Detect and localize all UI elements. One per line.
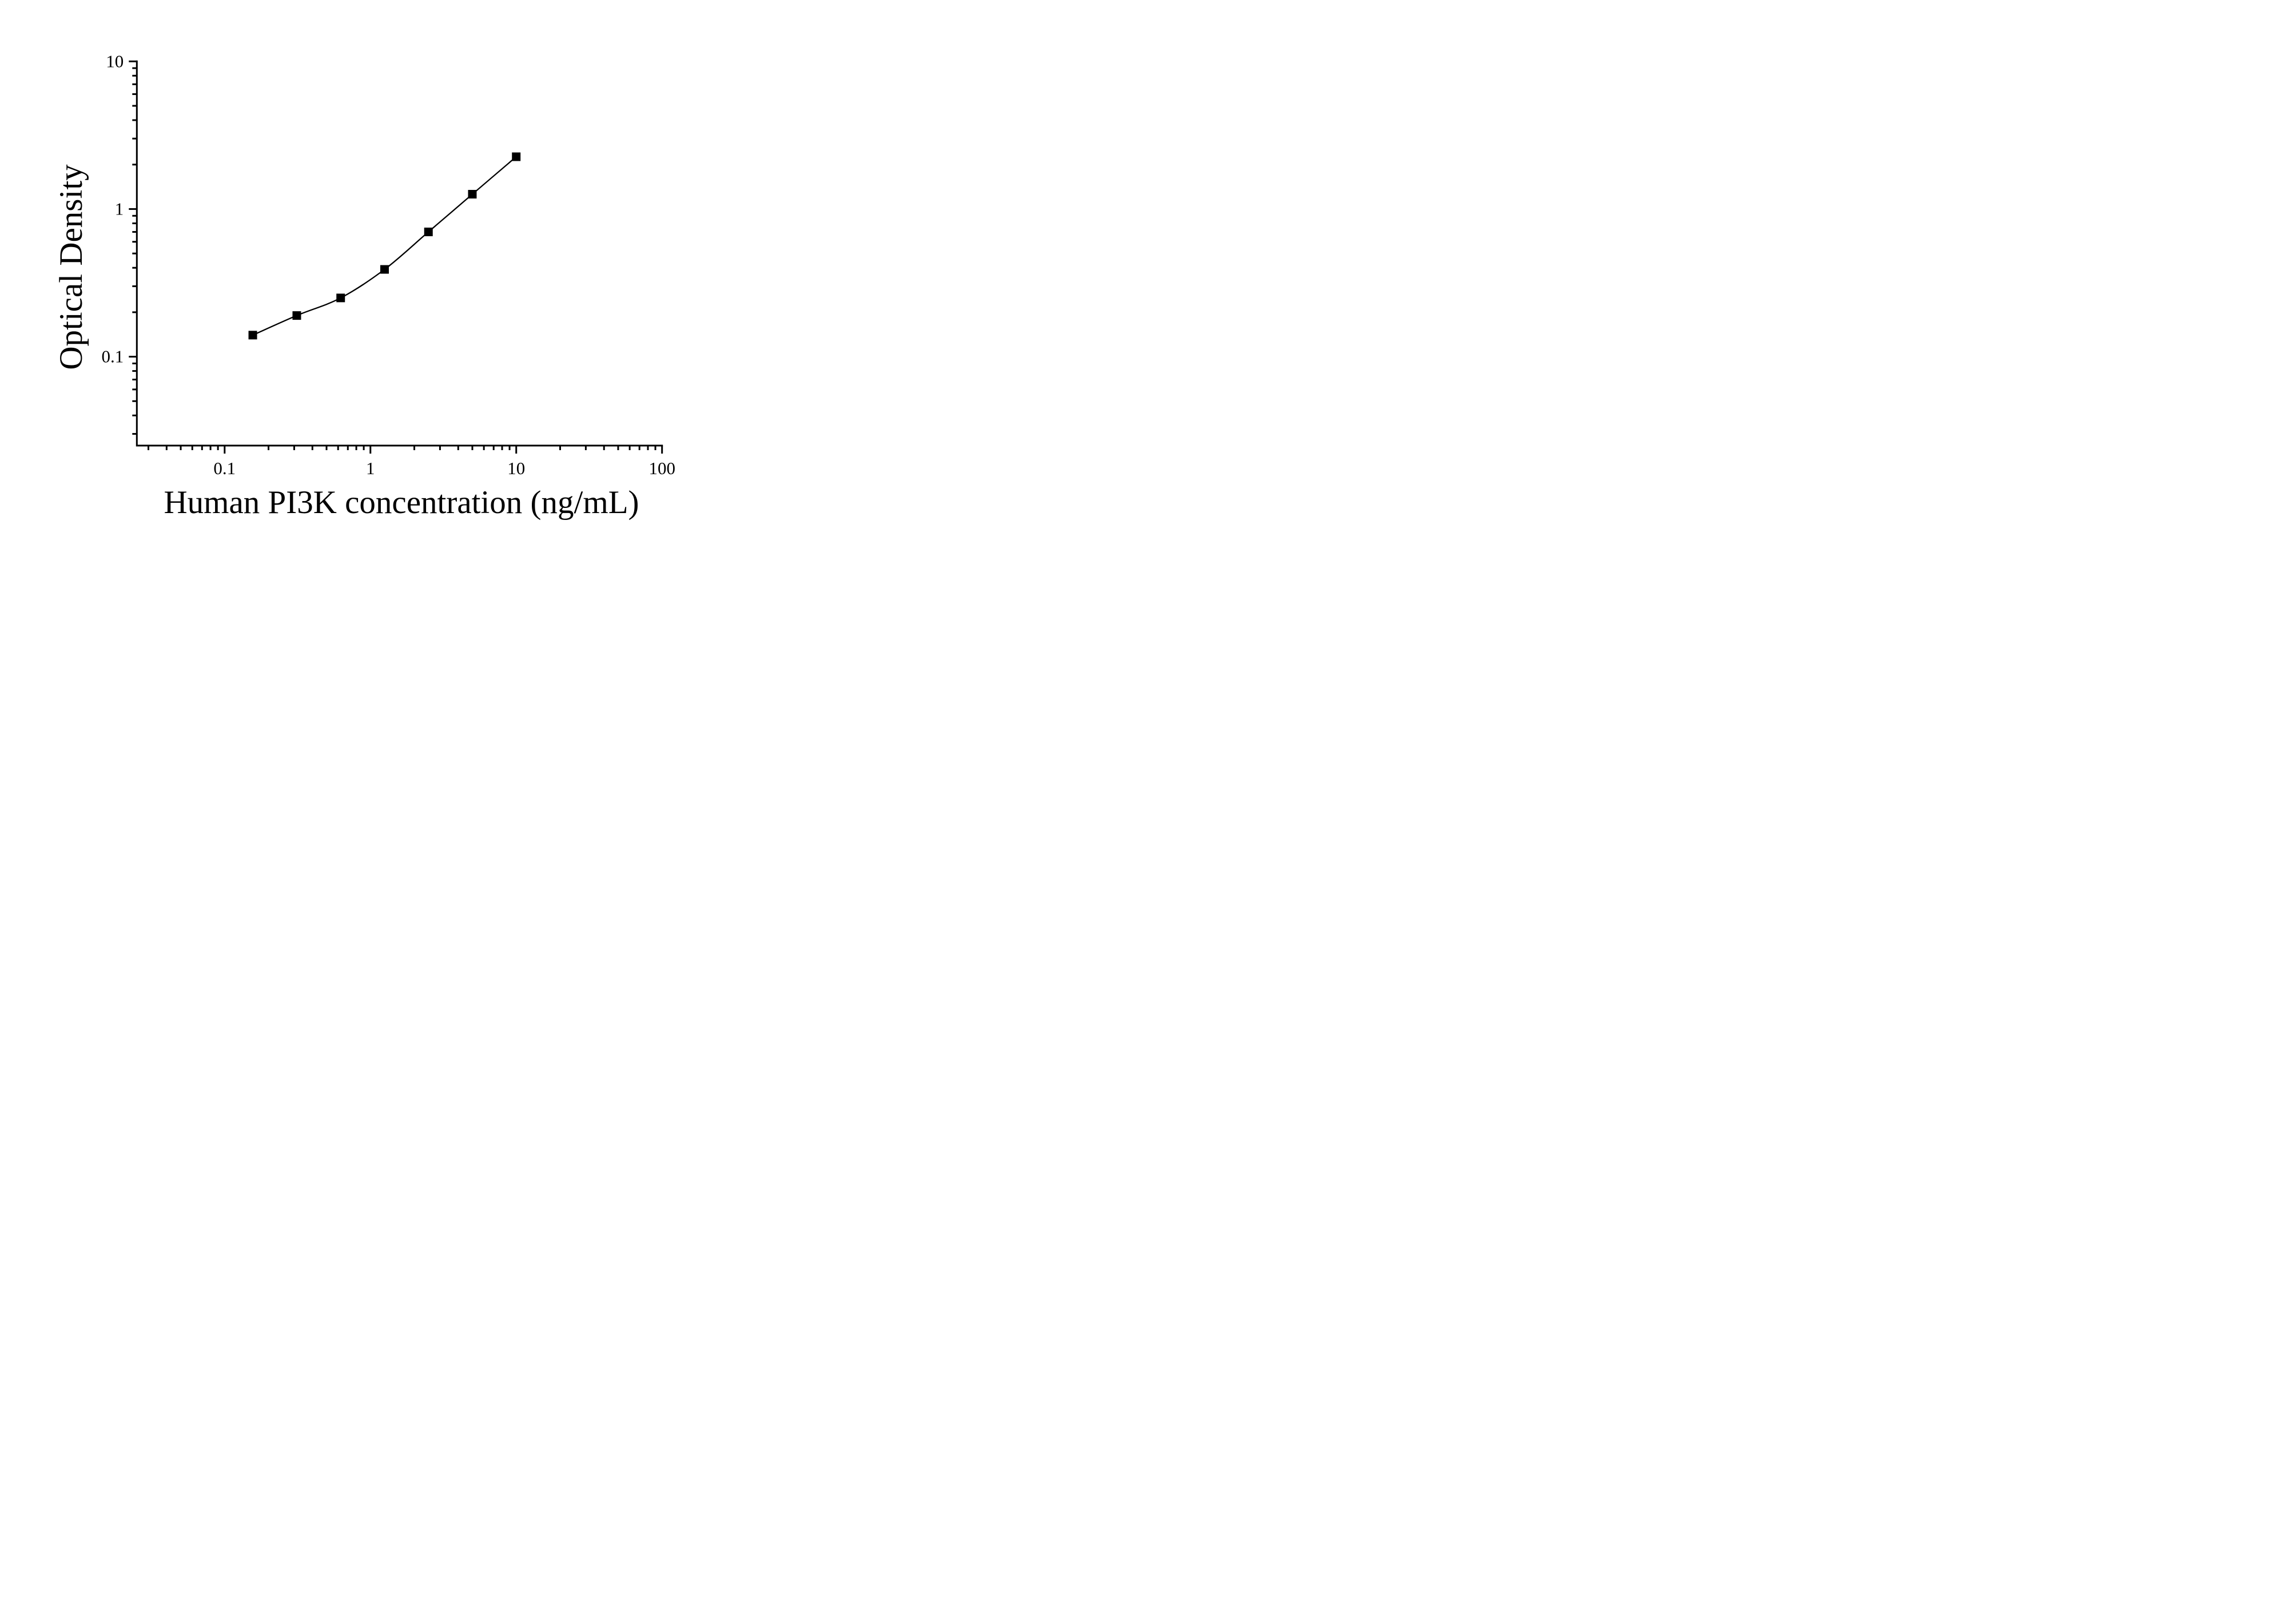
- x-tick-label: 1: [366, 458, 375, 478]
- x-axis-major-ticks: [224, 446, 663, 454]
- data-point-marker: [336, 293, 345, 303]
- axes: [136, 60, 663, 447]
- y-tick-label: 0.1: [102, 347, 124, 367]
- data-point-marker: [248, 331, 257, 340]
- y-tick-label: 10: [106, 51, 124, 71]
- data-point-marker: [424, 227, 433, 236]
- data-point-marker: [468, 190, 477, 199]
- axis-lines: [136, 60, 663, 447]
- standard-curve-chart: 0.1 1 10 100 0.1 1 10 Human PI3K concentratio…: [0, 0, 765, 535]
- data-point-marker: [380, 265, 389, 274]
- y-axis-tick-labels: 0.1 1 10: [102, 51, 124, 366]
- data-point-marker: [512, 152, 521, 161]
- y-axis-major-ticks: [129, 60, 137, 358]
- data-point-marker: [292, 311, 301, 320]
- x-tick-label: 10: [507, 458, 525, 478]
- x-tick-label: 100: [648, 458, 675, 478]
- x-axis-title: Human PI3K concentration (ng/mL): [164, 484, 639, 521]
- y-axis-title: Optical Density: [53, 164, 89, 370]
- data-points: [248, 152, 521, 340]
- x-axis-tick-labels: 0.1 1 10 100: [213, 458, 675, 478]
- elisa-standard-curve-figure: 0.1 1 10 100 0.1 1 10 Human PI3K concentratio…: [0, 0, 765, 535]
- y-tick-label: 1: [115, 198, 124, 218]
- x-tick-label: 0.1: [213, 458, 236, 478]
